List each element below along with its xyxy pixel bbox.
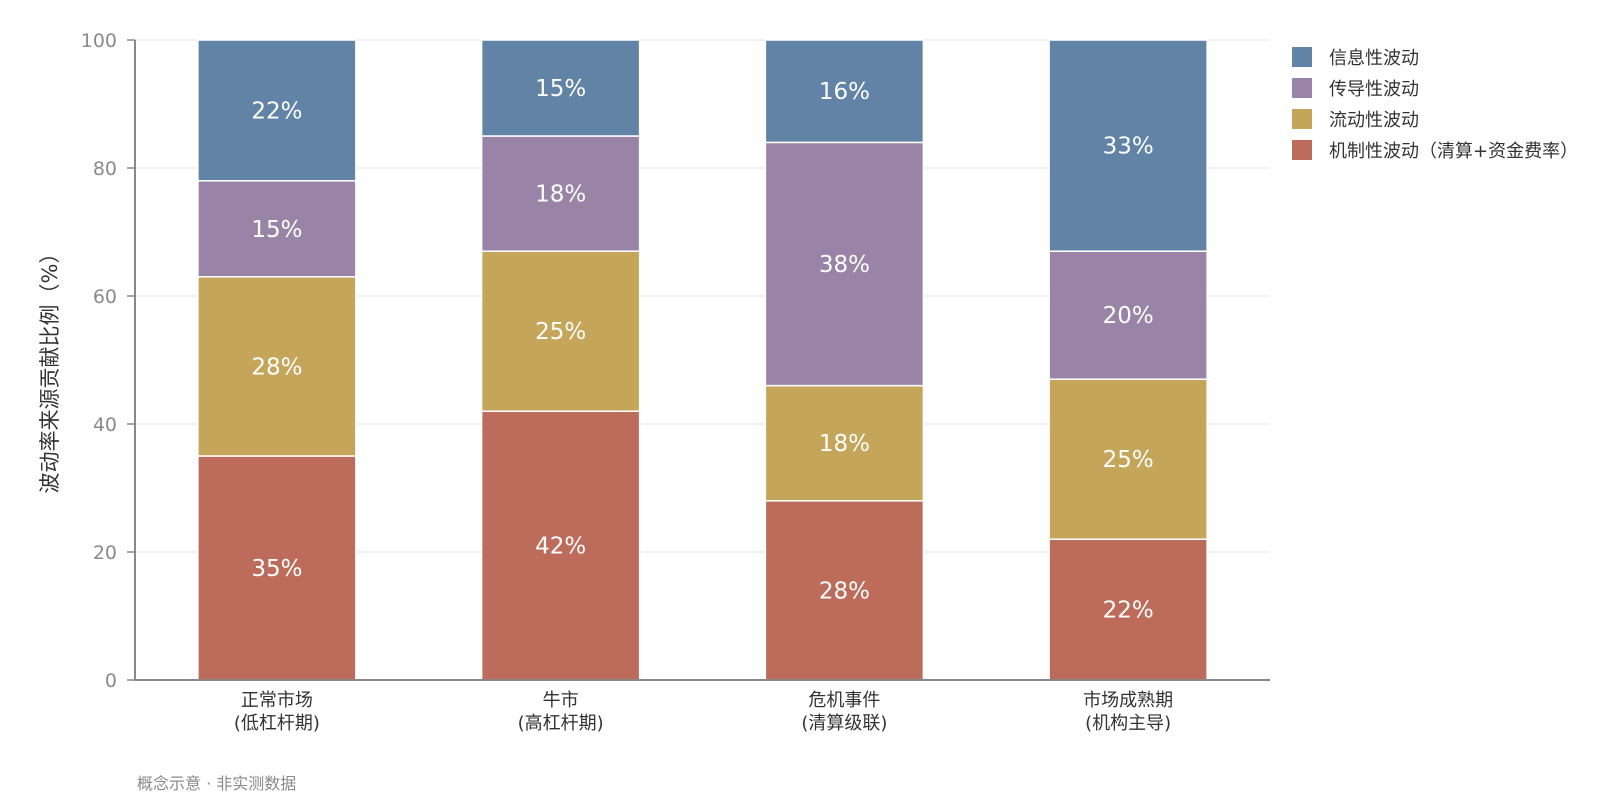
- bar-segment: [197, 276, 357, 457]
- bar-value-label: 42%: [535, 534, 586, 560]
- bar-segment: [764, 39, 925, 144]
- x-category-label: (低杠杆期): [234, 713, 320, 734]
- bar-segment: [764, 384, 925, 502]
- bar-value-label: 15%: [251, 217, 302, 243]
- y-tick-label: 20: [93, 542, 117, 564]
- bar-value-label: 25%: [535, 319, 586, 345]
- x-category-label: (清算级联): [801, 713, 887, 734]
- legend-swatch: [1292, 47, 1312, 67]
- bar-segment: [197, 455, 357, 681]
- bar-segment: [1048, 538, 1208, 681]
- bar-value-label: 28%: [819, 578, 870, 604]
- x-category-label: 危机事件: [808, 690, 880, 711]
- y-tick-label: 0: [105, 670, 117, 692]
- x-category-labels: 正常市场(低杠杆期) 牛市(高杠杆期) 危机事件(清算级联) 市场成熟期(机构主导): [234, 690, 1173, 734]
- x-category-label: (高杠杆期): [518, 713, 604, 734]
- bar-value-label: 35%: [251, 556, 302, 582]
- bar-segment: [480, 135, 641, 252]
- y-tick-label: 80: [93, 158, 117, 180]
- x-category-label: (机构主导): [1085, 713, 1171, 734]
- legend-label: 机制性波动（清算+资金费率）: [1329, 141, 1578, 162]
- bar-segment: [1048, 250, 1208, 380]
- bar-value-label: 38%: [819, 252, 870, 278]
- bar-segment: [764, 141, 925, 387]
- bar-value-label: 22%: [1103, 598, 1154, 624]
- bar-segment: [1048, 378, 1208, 540]
- bar-value-label: 22%: [251, 98, 302, 124]
- bar-value-label: 25%: [1103, 447, 1154, 473]
- bar-segment: [480, 39, 641, 137]
- bar-value-label: 18%: [535, 182, 586, 208]
- y-tick-label: 40: [93, 414, 117, 436]
- y-tick-label: 100: [81, 30, 117, 52]
- y-tick-labels: 0 20 40 60 80 100: [81, 30, 135, 692]
- legend-swatch: [1292, 78, 1312, 98]
- x-category-label: 牛市: [543, 690, 579, 711]
- bar-segment: [764, 500, 925, 681]
- bar-value-label: 16%: [819, 79, 870, 105]
- bar-segment: [197, 39, 357, 182]
- legend-label: 流动性波动: [1329, 110, 1419, 131]
- legend-label: 信息性波动: [1329, 48, 1419, 69]
- x-category-label: 正常市场: [241, 690, 313, 711]
- bars: 35% 28% 15% 22% 42% 25% 18% 15% 28% 18% 38% 16% 22% 2…: [197, 39, 1208, 681]
- legend-swatch: [1292, 140, 1312, 160]
- bar-value-label: 15%: [535, 76, 586, 102]
- y-axis-label: 波动率来源贡献比例（%）: [38, 243, 62, 494]
- x-category-label: 市场成熟期: [1083, 690, 1173, 711]
- bar-value-label: 18%: [819, 431, 870, 457]
- axes: [134, 40, 1270, 681]
- bar-value-label: 20%: [1103, 303, 1154, 329]
- legend-label: 传导性波动: [1329, 79, 1419, 100]
- y-tick-label: 60: [93, 286, 117, 308]
- bar-segment: [1048, 39, 1208, 252]
- legend-swatch: [1292, 109, 1312, 129]
- footnote: 概念示意 · 非实测数据: [137, 774, 296, 793]
- bar-value-label: 28%: [251, 354, 302, 380]
- bar-value-label: 33%: [1103, 134, 1154, 160]
